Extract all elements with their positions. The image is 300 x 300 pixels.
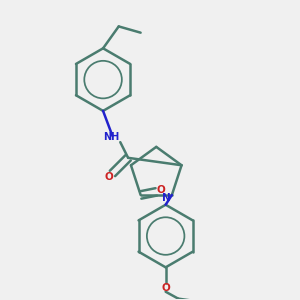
Text: O: O xyxy=(161,283,170,293)
Text: O: O xyxy=(104,172,113,182)
Text: O: O xyxy=(157,185,165,195)
Text: N: N xyxy=(162,193,171,203)
Text: NH: NH xyxy=(103,133,119,142)
